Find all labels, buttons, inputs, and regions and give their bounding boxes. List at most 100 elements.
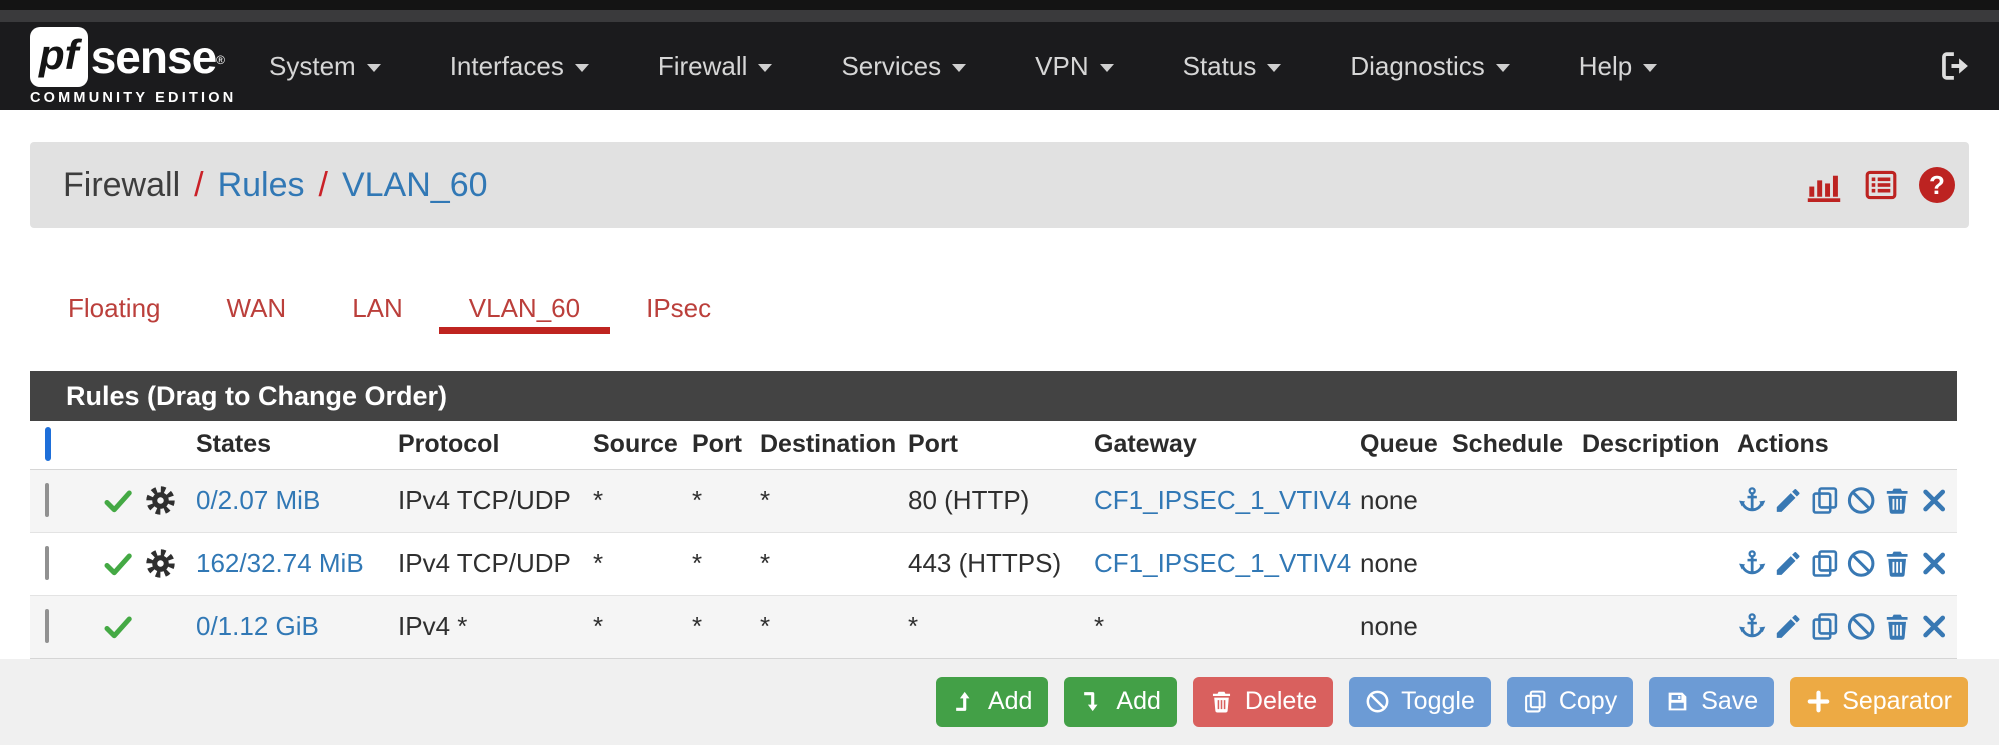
ban-icon[interactable] — [1846, 611, 1876, 642]
tab-vlan60[interactable]: VLAN_60 — [438, 288, 611, 334]
close-icon[interactable] — [1919, 485, 1949, 516]
breadcrumb-link-vlan60[interactable]: VLAN_60 — [341, 165, 488, 204]
column-schedule: Schedule — [1452, 430, 1564, 459]
help-icon[interactable]: ? — [1919, 167, 1955, 203]
add-rule-top-button[interactable]: Add — [935, 676, 1049, 727]
breadcrumb-link-rules[interactable]: Rules — [217, 165, 305, 204]
tab-ipsec[interactable]: IPsec — [646, 293, 712, 323]
chevron-down-icon — [758, 63, 773, 72]
plus-icon — [1807, 690, 1830, 713]
chevron-down-icon — [1643, 63, 1658, 72]
pf-logo-mark: pf — [30, 26, 88, 87]
description-cell — [1574, 469, 1729, 532]
queue-cell: none — [1360, 548, 1418, 578]
chevron-down-icon — [1267, 63, 1282, 72]
column-dest-port: Port — [908, 430, 958, 459]
rule-enabled-icon — [103, 486, 133, 516]
column-queue: Queue — [1360, 430, 1438, 459]
anchor-icon[interactable] — [1737, 548, 1767, 579]
nav-item-services[interactable]: Services — [841, 51, 967, 82]
add-separator-button[interactable]: Separator — [1790, 676, 1968, 727]
toggle-button[interactable]: Toggle — [1349, 676, 1491, 727]
logo-sense-text: sense — [90, 30, 217, 83]
nav-item-firewall[interactable]: Firewall — [658, 51, 773, 82]
rule-row[interactable]: 0/2.07 MiB IPv4 TCP/UDP * * * 80 (HTTP) … — [30, 469, 1957, 532]
nav-item-interfaces[interactable]: Interfaces — [450, 51, 589, 82]
column-destination: Destination — [760, 430, 897, 459]
copy-icon — [1524, 690, 1546, 713]
pfsense-logo[interactable]: pf sense ® COMMUNITY EDITION — [30, 26, 233, 106]
dest-port-cell: 443 (HTTPS) — [908, 548, 1062, 578]
nav-item-diagnostics[interactable]: Diagnostics — [1350, 51, 1510, 82]
tab-floating[interactable]: Floating — [68, 293, 161, 323]
breadcrumb-bar: Firewall / Rules / VLAN_60 ? — [30, 142, 1969, 228]
rule-row[interactable]: 0/1.12 GiB IPv4 * * * * * * none — [30, 595, 1957, 658]
close-icon[interactable] — [1919, 611, 1949, 642]
save-icon — [1668, 692, 1687, 711]
source-cell: * — [593, 485, 604, 515]
save-button[interactable]: Save — [1649, 676, 1775, 727]
copy-button[interactable]: Copy — [1506, 676, 1634, 727]
chevron-down-icon — [952, 63, 967, 72]
nav-item-status[interactable]: Status — [1183, 51, 1282, 82]
rule-row[interactable]: 162/32.74 MiB IPv4 TCP/UDP * * * 443 (HT… — [30, 532, 1957, 595]
nav-item-help[interactable]: Help — [1579, 51, 1658, 82]
copy-icon[interactable] — [1810, 485, 1840, 516]
states-link[interactable]: 162/32.74 MiB — [196, 548, 364, 578]
footer-toolbar: Add Add Delete Toggle Copy Save Separato… — [0, 658, 1999, 745]
navbar: pf sense ® COMMUNITY EDITION System Inte… — [0, 22, 1999, 110]
delete-button[interactable]: Delete — [1192, 676, 1334, 727]
window-title-strip — [0, 10, 1999, 22]
edit-icon[interactable] — [1773, 548, 1803, 579]
trash-icon[interactable] — [1882, 485, 1912, 516]
gateway-link[interactable]: CF1_IPSEC_1_VTIV4 — [1094, 485, 1352, 515]
schedule-cell — [1444, 469, 1574, 532]
breadcrumb-actions: ? — [1805, 167, 1955, 203]
breadcrumb-section: Firewall — [63, 165, 181, 204]
nav-item-vpn[interactable]: VPN — [1035, 51, 1114, 82]
panel-title: Rules (Drag to Change Order) — [30, 371, 1957, 421]
column-source-port: Port — [692, 430, 742, 459]
tab-lan[interactable]: LAN — [352, 293, 403, 323]
nav-item-system[interactable]: System — [269, 51, 381, 82]
trash-icon[interactable] — [1882, 611, 1912, 642]
description-cell — [1574, 595, 1729, 658]
window-top-strip — [0, 0, 1999, 10]
tab-wan[interactable]: WAN — [226, 293, 287, 323]
column-actions: Actions — [1737, 430, 1829, 459]
row-checkbox[interactable] — [45, 483, 49, 517]
column-description: Description — [1582, 430, 1720, 459]
trash-icon[interactable] — [1882, 548, 1912, 579]
edit-icon[interactable] — [1773, 611, 1803, 642]
sign-out-icon[interactable] — [1939, 49, 1973, 83]
anchor-icon[interactable] — [1737, 485, 1767, 516]
protocol-cell: IPv4 TCP/UDP — [398, 548, 571, 578]
row-checkbox[interactable] — [45, 546, 49, 580]
ban-icon[interactable] — [1846, 485, 1876, 516]
source-port-cell: * — [692, 611, 703, 641]
rules-panel: Rules (Drag to Change Order) States Prot… — [30, 371, 1957, 659]
copy-icon[interactable] — [1810, 548, 1840, 579]
breadcrumb-separator: / — [318, 165, 328, 204]
destination-cell: * — [760, 611, 771, 641]
gateway-link[interactable]: CF1_IPSEC_1_VTIV4 — [1094, 548, 1352, 578]
chevron-down-icon — [366, 63, 381, 72]
edit-icon[interactable] — [1773, 485, 1803, 516]
table-list-icon[interactable] — [1863, 167, 1899, 203]
close-icon[interactable] — [1919, 548, 1949, 579]
ban-icon[interactable] — [1846, 548, 1876, 579]
select-all-checkbox[interactable] — [45, 427, 51, 462]
column-gateway: Gateway — [1094, 430, 1197, 459]
rule-enabled-icon — [103, 612, 133, 642]
breadcrumb: Firewall / Rules / VLAN_60 — [63, 166, 488, 205]
row-checkbox[interactable] — [45, 609, 49, 643]
states-link[interactable]: 0/2.07 MiB — [196, 485, 321, 515]
copy-icon[interactable] — [1810, 611, 1840, 642]
anchor-icon[interactable] — [1737, 611, 1767, 642]
chevron-down-icon — [1495, 63, 1510, 72]
states-link[interactable]: 0/1.12 GiB — [196, 611, 319, 641]
source-cell: * — [593, 611, 604, 641]
protocol-cell: IPv4 * — [398, 611, 468, 641]
add-rule-bottom-button[interactable]: Add — [1064, 676, 1177, 727]
bar-chart-icon[interactable] — [1805, 168, 1843, 202]
